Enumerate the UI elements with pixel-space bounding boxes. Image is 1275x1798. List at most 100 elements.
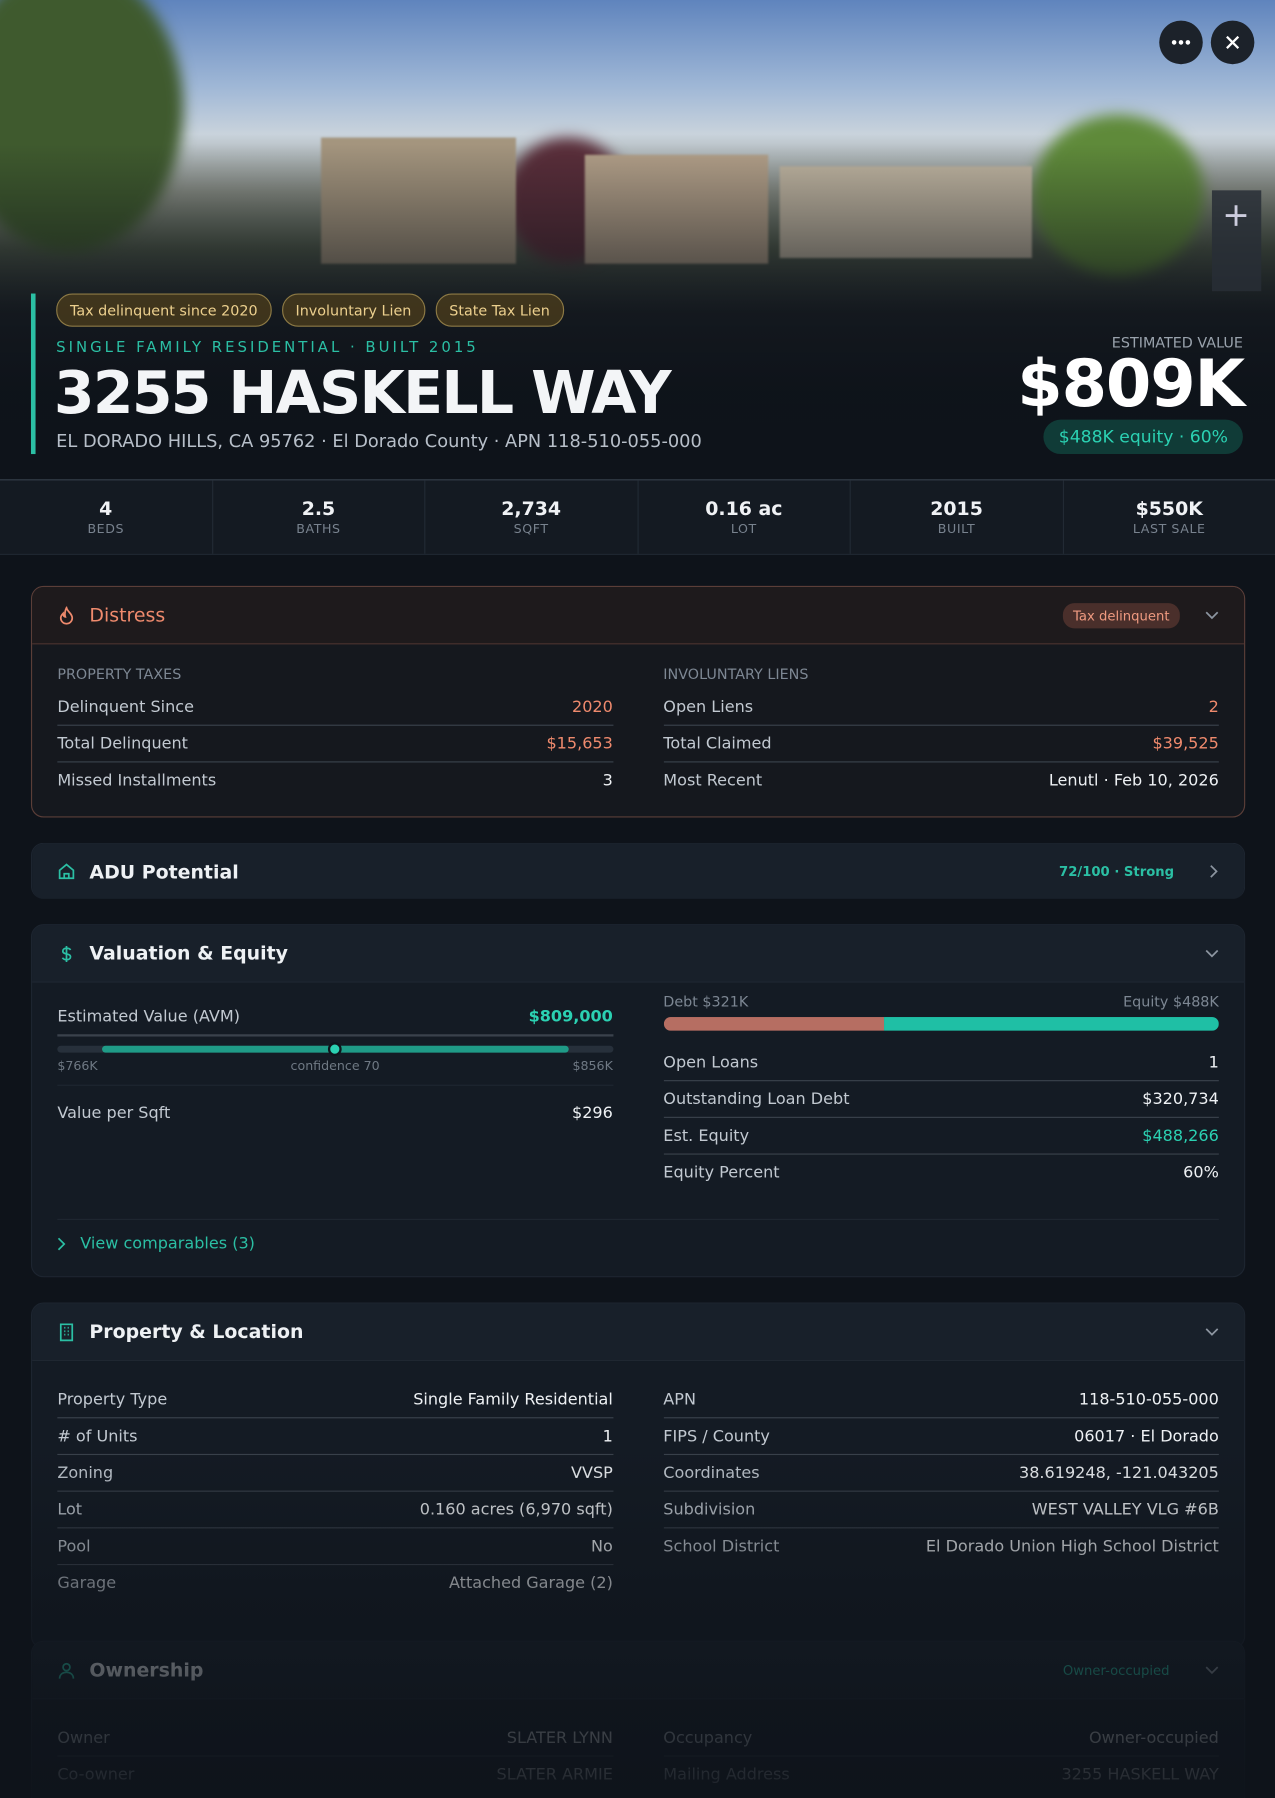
row: Est. Equity $488,266 (663, 1118, 1219, 1155)
stat-value: 2.5 (301, 497, 336, 520)
column: INVOLUNTARY LIENS Open Liens 2 Total Claime… (663, 665, 1219, 798)
row-label: Lot (57, 1500, 83, 1519)
card-header[interactable]: ADU Potential 72/100 · Strong (32, 843, 1245, 899)
hero: Tax delinquent since 2020 Involuntary Lie… (0, 0, 1275, 481)
row-value: 1 (1208, 1053, 1219, 1072)
row-value: VVSP (571, 1463, 613, 1482)
card-header[interactable]: Ownership Owner-occupied (32, 1641, 1245, 1700)
address-line: EL DORADO HILLS, CA 95762 · El Dorado Co… (56, 431, 702, 452)
badge: 72/100 · Strong (1059, 863, 1175, 880)
range-high: $856K (572, 1058, 613, 1074)
row: APN 118-510-055-000 (663, 1382, 1219, 1419)
row: Outstanding Loan Debt $320,734 (663, 1081, 1219, 1118)
card-header[interactable]: Distress Tax delinquent (32, 587, 1245, 645)
row-value: $296 (571, 1103, 613, 1122)
stat: 2.5 BATHS (213, 480, 426, 554)
row-value: SLATER ARMIE (496, 1765, 613, 1784)
ownership-card: Ownership Owner-occupied Owner SLATER LYN… (30, 1640, 1246, 1798)
card-title: Ownership (89, 1659, 204, 1681)
column: PROPERTY TAXES Delinquent Since 2020 Total … (57, 665, 613, 798)
property-card: Property & Location Property Type Single … (30, 1302, 1246, 1649)
dollar-icon (61, 945, 72, 962)
row-label: Estimated Value (AVM) (57, 1007, 241, 1026)
stat-label: BUILT (937, 521, 976, 537)
row: Zoning VVSP (57, 1455, 613, 1492)
row-value: $809,000 (528, 1007, 613, 1026)
card-header[interactable]: Property & Location (32, 1303, 1245, 1362)
row-label: Zoning (57, 1463, 114, 1482)
photo-shade (0, 0, 1275, 480)
building-icon (59, 1322, 74, 1341)
card-header[interactable]: Valuation & Equity (32, 925, 1245, 983)
row-label: Outstanding Loan Debt (663, 1089, 850, 1109)
row-label: Pool (57, 1537, 91, 1556)
stats-bar: 4 BEDS 2.5 BATHS 2,734 SQFT 0.16 ac LOT 2015 BUIL… (0, 480, 1275, 555)
row-value: Lenutl · Feb 10, 2026 (1048, 771, 1219, 790)
row-label: Delinquent Since (57, 697, 195, 717)
badge: Tax delinquent (1062, 602, 1180, 628)
stat-label: LAST SALE (1132, 521, 1206, 537)
row-label: APN (663, 1390, 696, 1409)
row-label: Open Loans (663, 1053, 759, 1072)
stat-label: SQFT (513, 521, 549, 537)
row: School District El Dorado Union High Scho… (663, 1528, 1219, 1564)
value: $809K (1017, 346, 1245, 422)
badge: Owner-occupied (1062, 1661, 1170, 1679)
row-value: 38.619248, -121.043205 (1019, 1463, 1219, 1482)
avm-range-track (57, 1042, 613, 1057)
stat: 0.16 ac LOT (638, 480, 851, 554)
row-label: Subdivision (663, 1500, 756, 1519)
stat: 2015 BUILT (851, 480, 1064, 554)
debt-equity-bar (663, 1017, 1219, 1031)
stat-value: 4 (99, 497, 113, 520)
row-value: El Dorado Union High School District (925, 1537, 1219, 1556)
link-text[interactable]: View comparables (3) (80, 1234, 255, 1254)
stat-label: LOT (730, 521, 757, 537)
zoom-control[interactable] (1211, 190, 1262, 292)
section-heading: INVOLUNTARY LIENS (663, 665, 809, 683)
row-label: FIPS / County (663, 1426, 770, 1446)
row-label: # of Units (57, 1426, 138, 1446)
subtitle: SINGLE FAMILY RESIDENTIAL · BUILT 2015 (56, 339, 479, 357)
chevron (1210, 865, 1218, 878)
row-value: 3 (602, 771, 613, 790)
tag: Tax delinquent since 2020 (56, 293, 272, 327)
row-list: Open Loans 1 Outstanding Loan Debt $320,734… (663, 1045, 1219, 1191)
row-label: Coordinates (663, 1463, 760, 1482)
row: Lot 0.160 acres (6,970 sqft) (57, 1492, 613, 1529)
accent-bar (30, 293, 36, 455)
column: Estimated Value (AVM) $809,000 $766K confi… (57, 999, 613, 1190)
row-value: No (591, 1537, 613, 1556)
comparables-link[interactable]: View comparables (3) (57, 1218, 1219, 1254)
stat: $550K LAST SALE (1063, 480, 1275, 553)
tag: State Tax Lien (435, 293, 564, 327)
more-button[interactable] (1159, 20, 1203, 65)
avm-marker (328, 1042, 342, 1057)
row-label: Total Delinquent (57, 734, 188, 753)
equity-pill: $488K equity · 60% (1043, 419, 1243, 455)
row: Property Type Single Family Residential (57, 1382, 613, 1419)
card-title: Property & Location (89, 1320, 304, 1343)
adu-card[interactable]: ADU Potential 72/100 · Strong (30, 842, 1246, 899)
row-value: 2020 (571, 697, 613, 717)
stat-label: BEDS (87, 521, 125, 537)
tag: Involuntary Lien (281, 293, 426, 327)
flame-icon (59, 605, 74, 625)
close-button[interactable] (1210, 20, 1255, 65)
stat-value: 2015 (930, 497, 983, 520)
row-label: Open Liens (663, 697, 754, 717)
stat: 4 BEDS (0, 480, 213, 554)
row-label: Garage (57, 1573, 117, 1593)
row: Most Recent Lenutl · Feb 10, 2026 (663, 762, 1219, 798)
section-heading: PROPERTY TAXES (57, 665, 182, 683)
column: Property Type Single Family Residential # … (57, 1382, 613, 1601)
row-value: 60% (1183, 1163, 1219, 1182)
row-label: Equity Percent (663, 1163, 780, 1182)
row-value: 118-510-055-000 (1078, 1390, 1219, 1409)
row: Owner SLATER LYNN (57, 1720, 613, 1757)
chevron (57, 1237, 66, 1251)
row-value: Owner-occupied (1088, 1728, 1219, 1747)
stat-value: $550K (1135, 497, 1203, 520)
row: Total Delinquent $15,653 (57, 726, 613, 763)
